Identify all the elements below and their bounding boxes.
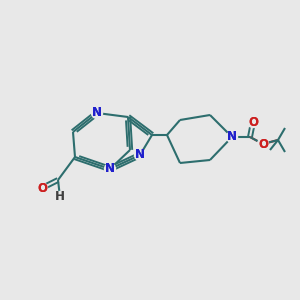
- Text: N: N: [227, 130, 237, 143]
- Text: O: O: [248, 116, 258, 128]
- Text: N: N: [92, 106, 102, 119]
- Circle shape: [134, 149, 146, 161]
- Text: N: N: [105, 163, 115, 176]
- Text: O: O: [37, 182, 47, 194]
- Text: N: N: [135, 148, 145, 161]
- Circle shape: [55, 191, 65, 203]
- Circle shape: [92, 107, 103, 118]
- Circle shape: [104, 164, 116, 175]
- Text: N: N: [135, 148, 145, 161]
- Circle shape: [37, 182, 47, 194]
- Text: H: H: [55, 190, 65, 203]
- Circle shape: [248, 116, 259, 128]
- Text: O: O: [258, 137, 268, 151]
- Text: N: N: [92, 106, 102, 119]
- Text: O: O: [37, 182, 47, 194]
- Text: O: O: [248, 116, 258, 128]
- Text: N: N: [227, 130, 237, 143]
- Circle shape: [257, 139, 268, 149]
- Circle shape: [226, 131, 238, 142]
- Text: N: N: [105, 163, 115, 176]
- Text: H: H: [56, 190, 64, 203]
- Text: O: O: [258, 137, 268, 151]
